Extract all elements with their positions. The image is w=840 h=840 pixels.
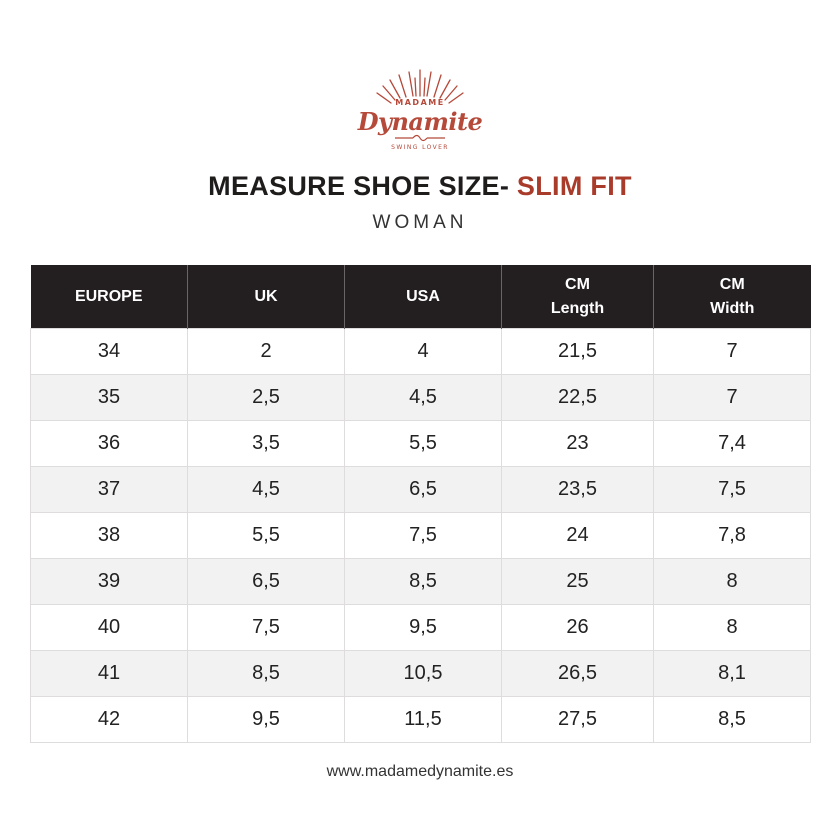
table-cell: 6,5 [187,558,345,605]
table-cell: 7,5 [187,604,345,651]
table-cell: 3,5 [187,420,345,467]
table-cell: 10,5 [344,650,502,697]
table-cell: 23,5 [501,466,654,513]
table-cell: 38 [30,512,188,559]
table-header-row: EUROPE UK USA CM Length CM Width [30,265,811,329]
header-text: CM [565,275,590,293]
table-cell: 37 [30,466,188,513]
logo-madame-text: MADAME [395,98,445,107]
header-uk: UK [187,265,345,329]
table-cell: 8 [653,604,811,651]
title-accent: SLIM FIT [516,171,632,201]
table-row: 35 2,5 4,5 22,5 7 [30,374,811,421]
table-cell: 35 [30,374,188,421]
table-row: 34 2 4 21,5 7 [30,328,811,375]
table-cell: 7,8 [653,512,811,559]
table-cell: 4 [344,328,502,375]
table-cell: 41 [30,650,188,697]
table-cell: 39 [30,558,188,605]
table-cell: 6,5 [344,466,502,513]
website-url: www.madamedynamite.es [326,763,514,780]
header-text: UK [254,287,278,305]
table-body: 34 2 4 21,5 7 35 2,5 4,5 22,5 7 36 3,5 5,5 23 7,4 37 4,5… [30,328,811,743]
table-cell: 8,5 [653,696,811,743]
table-row: 42 9,5 11,5 27,5 8,5 [30,696,811,743]
brand-logo: MADAME Dynamite SWING LOVER [355,66,485,158]
header-text: Width [710,299,755,317]
table-cell: 24 [501,512,654,559]
header-europe: EUROPE [30,265,188,329]
table-cell: 36 [30,420,188,467]
sunburst-icon [376,69,464,142]
table-cell: 7 [653,328,811,375]
table-cell: 26,5 [501,650,654,697]
page-subtitle: WOMAN [372,212,468,233]
table-cell: 2,5 [187,374,345,421]
table-cell: 4,5 [187,466,345,513]
size-table: EUROPE UK USA CM Length CM Width 34 2 4 21,5 7 35 2,… [30,265,811,743]
header-cm-width: CM Width [653,265,811,329]
table-cell: 8,5 [187,650,345,697]
table-cell: 7,5 [344,512,502,559]
table-cell: 7,5 [653,466,811,513]
table-row: 38 5,5 7,5 24 7,8 [30,512,811,559]
logo-brand-text: Dynamite [357,107,483,136]
table-cell: 8 [653,558,811,605]
table-cell: 9,5 [187,696,345,743]
table-cell: 5,5 [344,420,502,467]
table-cell: 42 [30,696,188,743]
title-main: MEASURE SHOE SIZE- [208,171,510,201]
table-cell: 9,5 [344,604,502,651]
table-cell: 7,4 [653,420,811,467]
table-cell: 8,1 [653,650,811,697]
table-cell: 8,5 [344,558,502,605]
table-cell: 21,5 [501,328,654,375]
table-cell: 11,5 [344,696,502,743]
table-cell: 27,5 [501,696,654,743]
table-row: 37 4,5 6,5 23,5 7,5 [30,466,811,513]
page-title: MEASURE SHOE SIZE- SLIM FIT [0,171,840,202]
table-row: 36 3,5 5,5 23 7,4 [30,420,811,467]
table-cell: 7 [653,374,811,421]
table-cell: 4,5 [344,374,502,421]
table-cell: 25 [501,558,654,605]
table-row: 39 6,5 8,5 25 8 [30,558,811,605]
table-cell: 34 [30,328,188,375]
header-text: USA [406,287,440,305]
header-text: EUROPE [74,287,143,305]
header-text: CM [719,275,745,293]
header-text: Length [550,299,605,317]
table-cell: 2 [187,328,345,375]
table-cell: 5,5 [187,512,345,559]
table-cell: 23 [501,420,654,467]
table-row: 40 7,5 9,5 26 8 [30,604,811,651]
header-usa: USA [344,265,502,329]
table-cell: 26 [501,604,654,651]
table-cell: 40 [30,604,188,651]
logo-tagline: SWING LOVER [391,144,449,151]
table-cell: 22,5 [501,374,654,421]
table-row: 41 8,5 10,5 26,5 8,1 [30,650,811,697]
header-cm-length: CM Length [501,265,654,329]
